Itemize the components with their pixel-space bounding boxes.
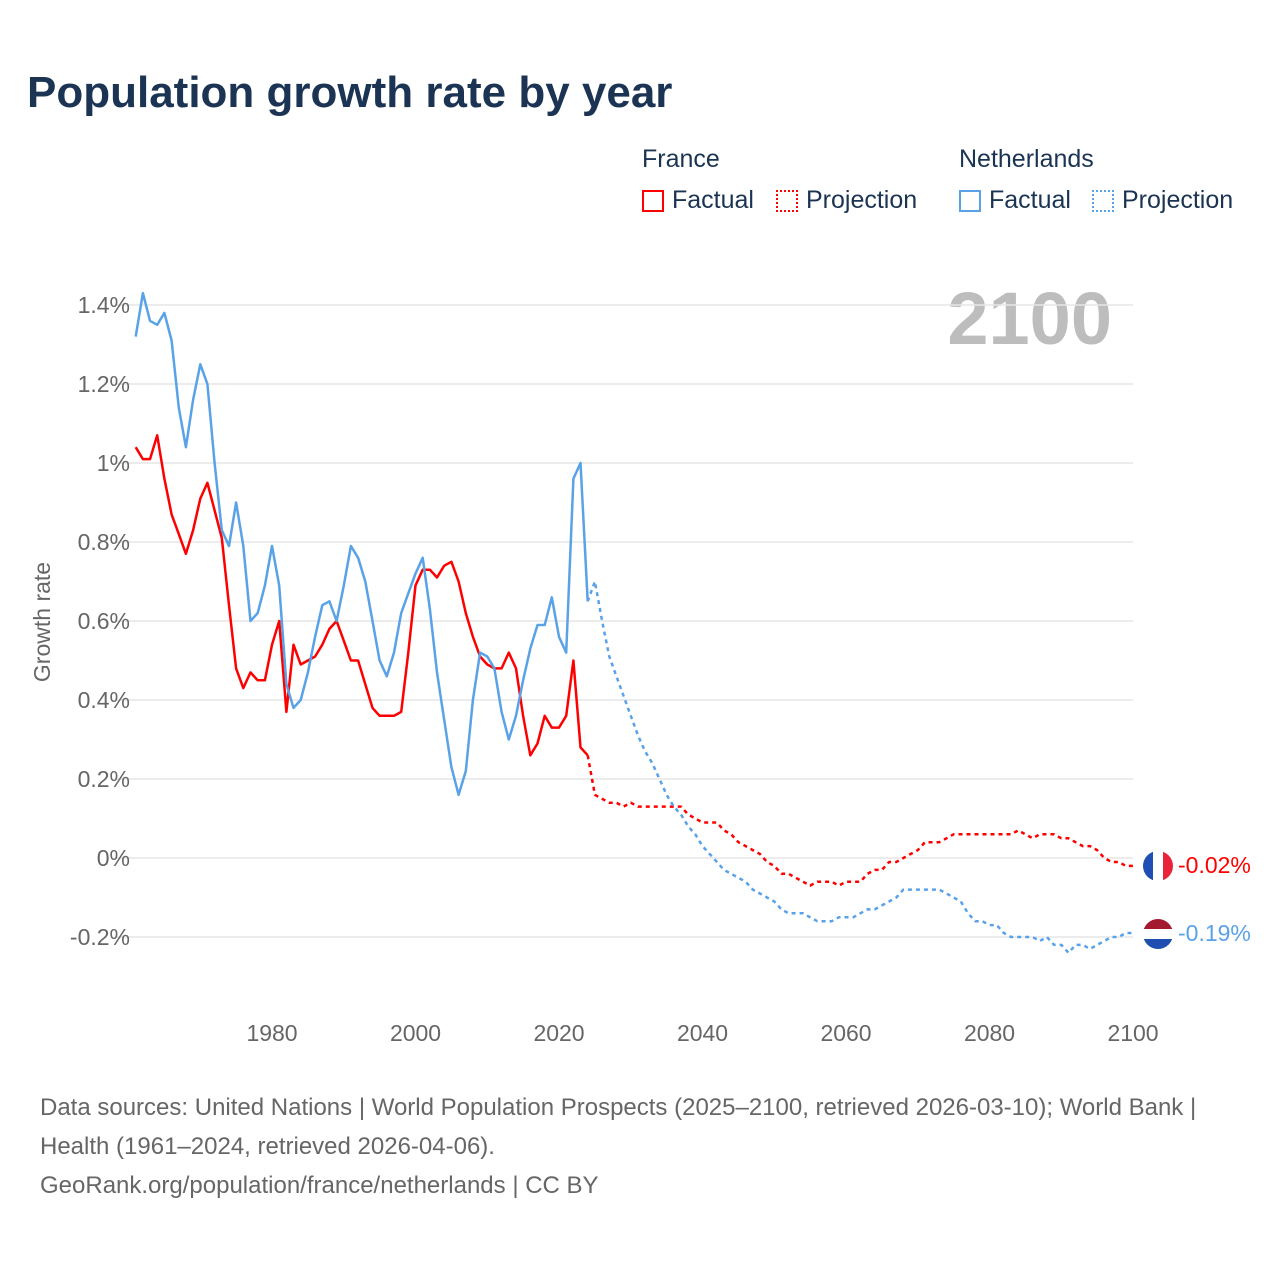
legend-swatch-dotted xyxy=(1092,189,1114,212)
y-tick-label: 0% xyxy=(97,845,130,871)
y-tick-label: -0.2% xyxy=(70,924,130,950)
legend-group-netherlands: Netherlands xyxy=(959,145,1094,173)
y-tick-label: 0.2% xyxy=(78,766,130,792)
netherlands-flag-icon xyxy=(1143,919,1173,949)
x-tick-label: 1980 xyxy=(246,1020,297,1046)
france-flag-icon xyxy=(1143,851,1173,881)
y-tick-label: 0.6% xyxy=(78,608,130,634)
x-tick-label: 2080 xyxy=(964,1020,1015,1046)
legend-netherlands-projection[interactable]: Projection xyxy=(1092,186,1233,215)
legend-label: Projection xyxy=(1122,186,1234,214)
x-tick-label: 2000 xyxy=(390,1020,441,1046)
x-tick-label: 2060 xyxy=(820,1020,871,1046)
legend-france-projection[interactable]: Projection xyxy=(776,186,917,215)
legend-swatch-solid xyxy=(959,189,981,212)
y-tick-label: 1% xyxy=(97,450,130,476)
x-tick-label: 2100 xyxy=(1107,1020,1158,1046)
france-end-value: -0.02% xyxy=(1178,852,1251,878)
legend-netherlands-factual[interactable]: Factual xyxy=(959,186,1071,215)
series-line-netherlands-projection xyxy=(586,580,1133,955)
current-year-label: 2100 xyxy=(947,277,1112,360)
x-tick-label: 2040 xyxy=(677,1020,728,1046)
footer: Data sources: United Nations | World Pop… xyxy=(40,1088,1240,1205)
legend-label: Projection xyxy=(806,186,918,214)
chart-area: -0.2% 0% 0.2% 0.4% 0.6% 0.8% 1% 1.2% 1.4% 1980 200… xyxy=(29,291,1251,1046)
legend-france-factual[interactable]: Factual xyxy=(642,186,754,215)
legend-swatch-dotted xyxy=(776,189,798,212)
y-tick-label: 0.4% xyxy=(78,687,130,713)
credit-link[interactable]: GeoRank.org/population/france/netherland… xyxy=(40,1172,599,1199)
y-tick-label: 0.8% xyxy=(78,529,130,555)
y-axis-label: Growth rate xyxy=(29,562,55,682)
netherlands-end-value: -0.19% xyxy=(1178,920,1251,946)
y-tick-label: 1.4% xyxy=(78,292,130,318)
series-line-france-factual xyxy=(134,434,589,757)
series-line-netherlands-factual xyxy=(134,291,589,797)
legend-label: Factual xyxy=(672,186,754,214)
chart-title: Population growth rate by year xyxy=(27,68,673,117)
legend-swatch-solid xyxy=(642,189,664,212)
legend-group-france: France xyxy=(642,145,720,173)
data-sources: Data sources: United Nations | World Pop… xyxy=(40,1094,1197,1160)
legend-label: Factual xyxy=(989,186,1071,214)
series-line-france-projection xyxy=(586,755,1133,887)
y-tick-label: 1.2% xyxy=(78,371,130,397)
x-tick-label: 2020 xyxy=(533,1020,584,1046)
